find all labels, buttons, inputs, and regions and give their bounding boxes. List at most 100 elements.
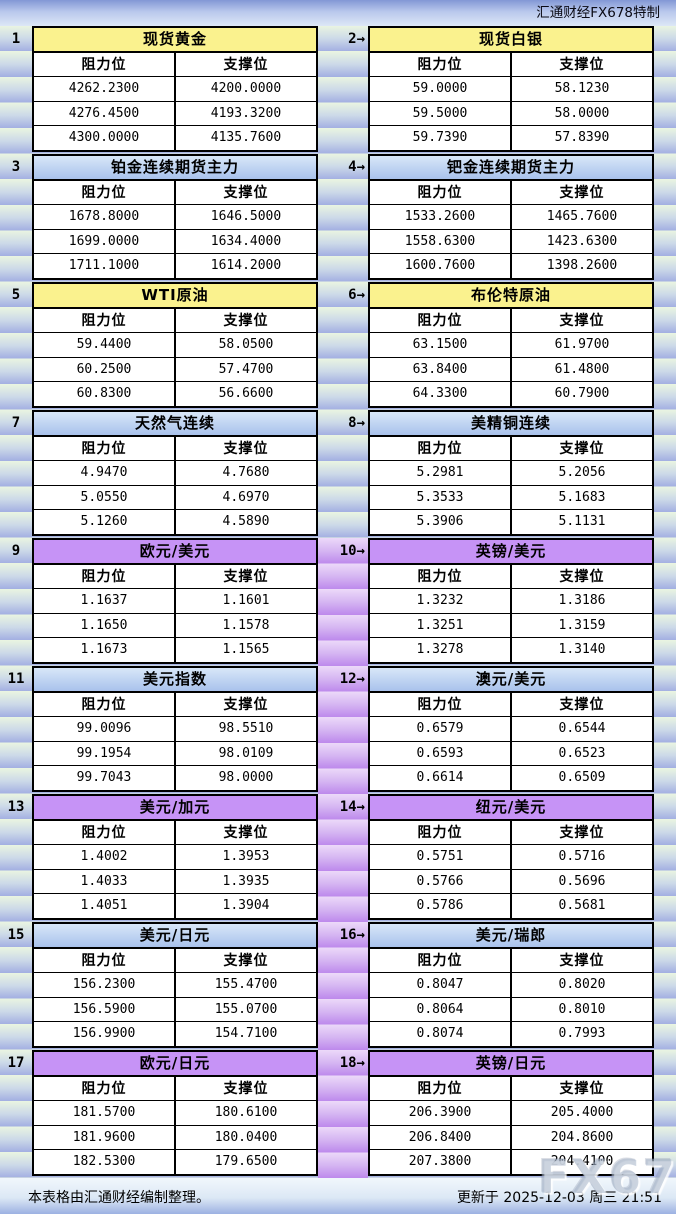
panel-block-row: 5 WTI原油 阻力位 支撑位 59.4400 58.0500 60.2500 57.4700…: [0, 281, 676, 410]
support-value: 1398.2600: [510, 254, 652, 278]
table-row: 0.8064 0.8010: [370, 996, 652, 1022]
support-value: 1423.6300: [510, 229, 652, 254]
resistance-column-header: 阻力位: [81, 697, 127, 714]
header-row: 阻力位 支撑位: [34, 820, 316, 845]
resistance-value: 206.8400: [408, 1129, 472, 1145]
resistance-value: 182.5300: [72, 1154, 136, 1170]
table-row: 64.3300 60.7900: [370, 381, 652, 406]
right-panel-number-column: 4→: [318, 154, 368, 180]
header-row: 阻力位 支撑位: [370, 948, 652, 973]
resistance-value: 0.5751: [416, 849, 464, 865]
table-row: 182.5300 179.6500: [34, 1149, 316, 1174]
support-column-header: 支撑位: [174, 180, 316, 205]
panel-title-palladium-futures: 钯金连续期货主力: [370, 155, 652, 181]
support-value: 155.4700: [174, 973, 316, 997]
resistance-value: 1711.1000: [68, 258, 140, 274]
panel-gbp-jpy: 英镑/日元 阻力位 支撑位 206.3900 205.4000 206.8400 204.8…: [368, 1049, 654, 1176]
support-value: 1.3159: [510, 613, 652, 638]
footer-updated-time: 更新于 2025-12-03 周三 21:51: [456, 1189, 662, 1206]
table-row: 0.6614 0.6509: [370, 765, 652, 790]
resistance-value: 1558.6300: [404, 233, 476, 249]
header-row: 阻力位 支撑位: [34, 1076, 316, 1101]
panel-block-row: 3 铂金连续期货主力 阻力位 支撑位 1678.8000 1646.5000 1699.00…: [0, 153, 676, 282]
table-row: 59.0000 58.1230: [370, 76, 652, 101]
resistance-column-header: 阻力位: [81, 185, 127, 202]
support-column-header: 支撑位: [174, 564, 316, 589]
fx678-watermark: FX678: [538, 1150, 676, 1204]
resistance-value: 1.3232: [416, 593, 464, 609]
panel-title-eur-usd: 欧元/美元: [34, 539, 316, 565]
table-row: 59.7390 57.8390: [370, 125, 652, 150]
resistance-value: 5.3533: [416, 489, 464, 505]
panels-grid: 1 现货黄金 阻力位 支撑位 4262.2300 4200.0000 4276.4500 41…: [0, 25, 676, 1178]
resistance-value: 0.8074: [416, 1026, 464, 1042]
resistance-value: 59.0000: [412, 81, 468, 97]
table-row: 206.8400 204.8600: [370, 1124, 652, 1150]
resistance-value: 206.3900: [408, 1105, 472, 1121]
panel-block-row: 7 天然气连续 阻力位 支撑位 4.9470 4.7680 5.0550 4.6970 5.12…: [0, 409, 676, 538]
table-row: 181.9600 180.0400: [34, 1124, 316, 1150]
panel-title-spot-gold: 现货黄金: [34, 27, 316, 53]
right-panel-number-column: 18→: [318, 1050, 368, 1076]
resistance-value: 63.8400: [412, 361, 468, 377]
resistance-value: 0.8064: [416, 1001, 464, 1017]
support-value: 1.3904: [174, 894, 316, 918]
resistance-value: 1699.0000: [68, 233, 140, 249]
resistance-value: 60.8300: [76, 386, 132, 402]
panel-title-natural-gas: 天然气连续: [34, 411, 316, 437]
table-row: 4.9470 4.7680: [34, 460, 316, 485]
panel-number: 10→: [339, 542, 365, 559]
table-row: 60.8300 56.6600: [34, 381, 316, 406]
resistance-column-header: 阻力位: [417, 313, 463, 330]
panel-eur-jpy: 欧元/日元 阻力位 支撑位 181.5700 180.6100 181.9600 180.0…: [32, 1049, 318, 1176]
resistance-value: 0.6593: [416, 745, 464, 761]
source-credit: 汇通财经FX678特制: [536, 5, 660, 21]
table-row: 0.5786 0.5681: [370, 893, 652, 918]
support-column-header: 支撑位: [510, 52, 652, 77]
header-row: 阻力位 支撑位: [370, 436, 652, 461]
support-value: 204.8600: [510, 1125, 652, 1150]
panel-number: 7: [11, 414, 21, 431]
panel-title-gbp-usd: 英镑/美元: [370, 539, 652, 565]
resistance-value: 1.4002: [80, 849, 128, 865]
table-row: 0.5751 0.5716: [370, 844, 652, 869]
resistance-value: 64.3300: [412, 386, 468, 402]
panel-block-row: 1 现货黄金 阻力位 支撑位 4262.2300 4200.0000 4276.4500 41…: [0, 25, 676, 154]
panel-number: 3: [11, 158, 21, 175]
support-column-header: 支撑位: [174, 52, 316, 77]
resistance-value: 0.6579: [416, 721, 464, 737]
table-row: 1.3278 1.3140: [370, 637, 652, 662]
resistance-value: 1.3278: [416, 642, 464, 658]
table-row: 1.1673 1.1565: [34, 637, 316, 662]
panel-title-us-copper: 美精铜连续: [370, 411, 652, 437]
support-value: 56.6600: [174, 382, 316, 406]
table-row: 1.3251 1.3159: [370, 612, 652, 638]
table-row: 0.6593 0.6523: [370, 740, 652, 766]
table-row: 99.7043 98.0000: [34, 765, 316, 790]
header-row: 阻力位 支撑位: [34, 948, 316, 973]
resistance-column-header: 阻力位: [81, 1081, 127, 1098]
support-value: 0.6509: [510, 766, 652, 790]
header-row: 阻力位 支撑位: [370, 1076, 652, 1101]
support-value: 0.5696: [510, 869, 652, 894]
resistance-column-header: 阻力位: [81, 57, 127, 74]
table-row: 4276.4500 4193.3200: [34, 100, 316, 126]
panel-title-gbp-jpy: 英镑/日元: [370, 1051, 652, 1077]
footer-note: 本表格由汇通财经编制整理。: [28, 1189, 210, 1206]
table-row: 156.5900 155.0700: [34, 996, 316, 1022]
resistance-value: 4262.2300: [68, 81, 140, 97]
support-column-header: 支撑位: [510, 308, 652, 333]
table-row: 207.3800 204.4100: [370, 1149, 652, 1174]
resistance-value: 99.1954: [76, 745, 132, 761]
support-value: 0.6544: [510, 717, 652, 741]
support-value: 0.8020: [510, 973, 652, 997]
panel-natural-gas: 天然气连续 阻力位 支撑位 4.9470 4.7680 5.0550 4.6970 5.126…: [32, 409, 318, 536]
panel-title-usd-chf: 美元/瑞郎: [370, 923, 652, 949]
support-value: 0.8010: [510, 997, 652, 1022]
fx-gutter-purple-band: [318, 537, 368, 1178]
table-row: 156.9900 154.7100: [34, 1021, 316, 1046]
support-value: 1646.5000: [174, 205, 316, 229]
support-value: 1.1565: [174, 638, 316, 662]
resistance-value: 5.3906: [416, 514, 464, 530]
panel-title-platinum-futures: 铂金连续期货主力: [34, 155, 316, 181]
